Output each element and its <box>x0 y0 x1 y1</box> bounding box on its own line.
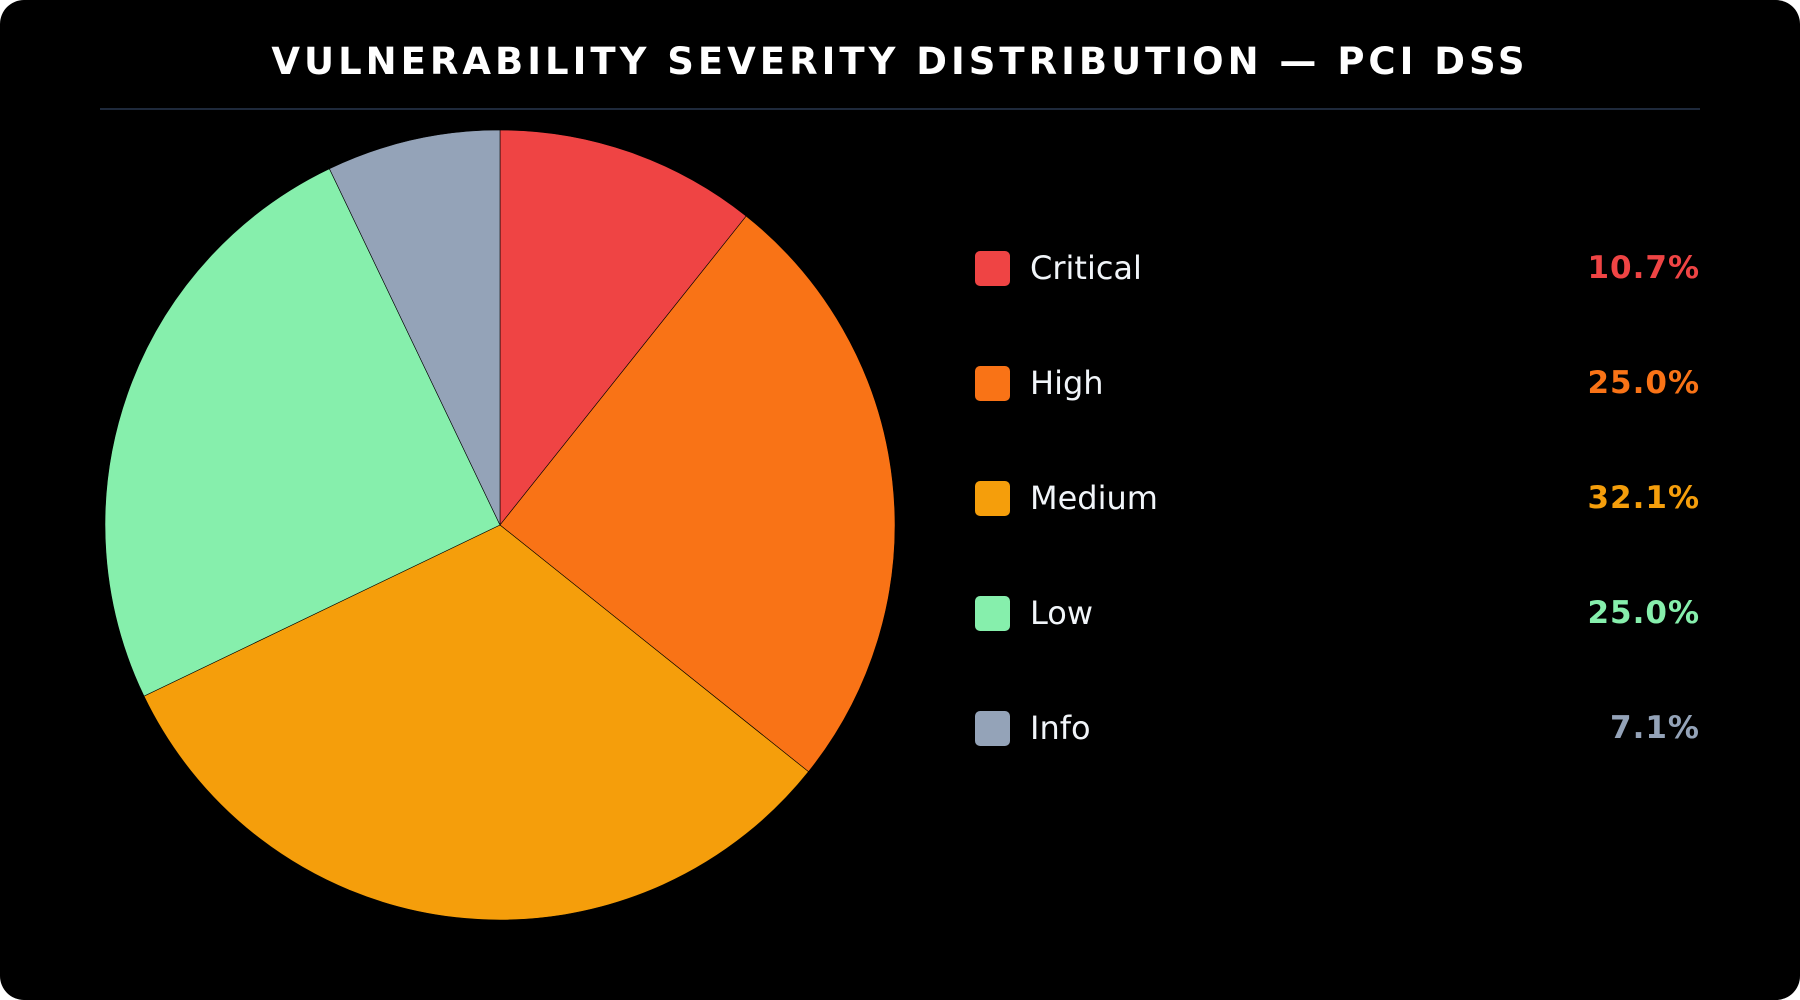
legend-swatch <box>975 366 1010 401</box>
legend-item-info: Info 7.1% <box>975 708 1700 748</box>
legend-swatch <box>975 481 1010 516</box>
pie-slice-low <box>104 168 501 697</box>
legend-swatch <box>975 596 1010 631</box>
legend-item-low: Low 25.0% <box>975 593 1700 633</box>
legend-label: Low <box>1030 594 1094 632</box>
pie-slices <box>104 129 896 921</box>
title-divider <box>100 108 1700 110</box>
pie-slice-high <box>499 215 896 773</box>
pie-slice-info <box>329 129 501 526</box>
legend-label: Medium <box>1030 479 1158 517</box>
legend-swatch <box>975 251 1010 286</box>
legend-value: 7.1% <box>1610 710 1700 746</box>
legend-label: Critical <box>1030 249 1142 287</box>
chart-title: VULNERABILITY SEVERITY DISTRIBUTION — PC… <box>271 40 1529 83</box>
pie-slice-critical <box>499 129 747 526</box>
legend-item-critical: Critical 10.7% <box>975 248 1700 288</box>
legend-item-high: High 25.0% <box>975 363 1700 403</box>
legend-value: 25.0% <box>1587 365 1700 401</box>
pie-slice-medium <box>143 524 809 921</box>
legend-label: High <box>1030 364 1104 402</box>
legend-value: 25.0% <box>1587 595 1700 631</box>
legend-label: Info <box>1030 709 1091 747</box>
legend-item-medium: Medium 32.1% <box>975 478 1700 518</box>
legend-swatch <box>975 711 1010 746</box>
legend-value: 32.1% <box>1587 480 1700 516</box>
legend-value: 10.7% <box>1587 250 1700 286</box>
